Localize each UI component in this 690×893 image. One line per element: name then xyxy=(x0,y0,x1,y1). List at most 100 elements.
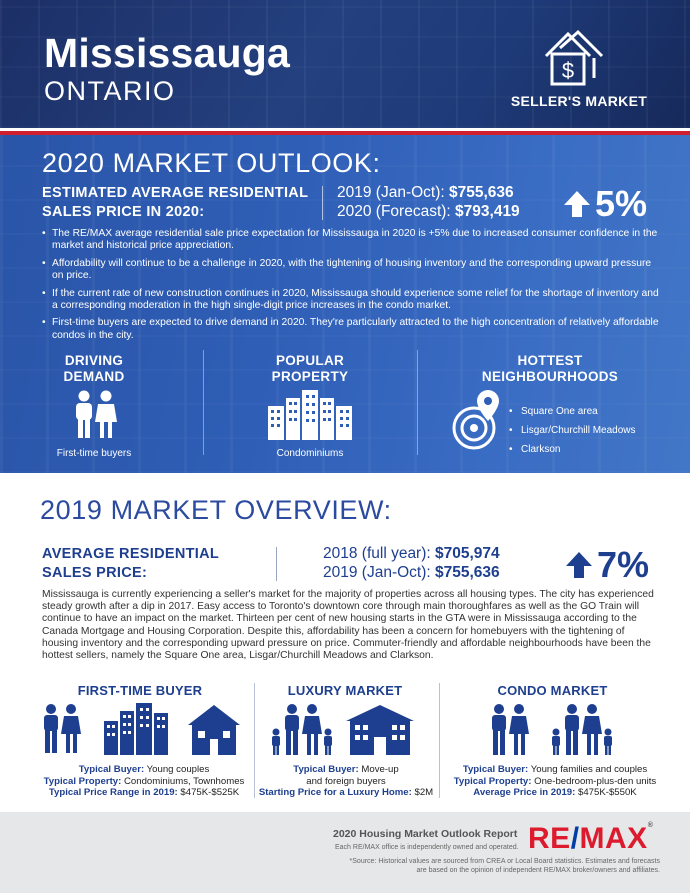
overview-price-2018-value: $705,974 xyxy=(435,545,500,562)
panel-divider xyxy=(203,350,204,455)
outlook-title: 2020 MARKET OUTLOOK: xyxy=(42,148,381,178)
lux-typical-buyer-label: Typical Buyer: xyxy=(293,764,359,775)
luxury-market-title: LUXURY MARKET xyxy=(287,683,403,698)
outlook-price-2020: 2020 (Forecast): $793,419 xyxy=(337,203,520,221)
condo-market-title: CONDO MARKET xyxy=(497,683,608,698)
luxury-market-icons xyxy=(272,704,414,755)
remax-logo-re: RE xyxy=(528,822,571,855)
popular-property-title-line1: POPULAR xyxy=(275,353,345,368)
ftb-typical-property-value: Condominiums, Townhomes xyxy=(124,775,245,787)
condo-buildings-icon xyxy=(268,390,352,440)
condo-typical-buyer-label: Typical Buyer: xyxy=(462,764,529,775)
popular-property-panel: POPULAR PROPERTY xyxy=(256,353,364,385)
luxury-market-info: Typical Buyer: Move-up and foreign buyer… xyxy=(250,764,442,799)
header-banner: Mississauga ONTARIO $ SELLER'S MARKET xyxy=(0,0,690,128)
source-note: *Source: Historical values are sourced f… xyxy=(335,857,660,875)
popular-property-title: POPULAR PROPERTY xyxy=(256,353,364,385)
condo-market-info: Typical Buyer: Young families and couple… xyxy=(446,764,664,799)
family-icon xyxy=(272,704,332,755)
outlook-price-2020-value: $793,419 xyxy=(455,203,520,220)
remax-logo-max: MAX xyxy=(579,822,648,855)
overview-title: 2019 MARKET OVERVIEW: xyxy=(40,495,392,525)
first-time-buyer-icons xyxy=(44,703,240,755)
outlook-bullet: First-time buyers are expected to drive … xyxy=(42,317,660,342)
segment-divider xyxy=(439,683,440,798)
city-name: Mississauga xyxy=(44,30,291,76)
panel-divider xyxy=(417,350,418,455)
couple-icon xyxy=(492,704,529,755)
outlook-bullet: If the current rate of new construction … xyxy=(42,288,660,313)
outlook-divider xyxy=(322,186,323,220)
condo-typical-property-value: One-bedroom-plus-den units xyxy=(534,775,657,787)
hottest-title-line2: NEIGHBOURHOODS xyxy=(481,369,619,384)
outlook-price-2019-label: 2019 (Jan-Oct): xyxy=(337,184,445,201)
popular-property-title-line2: PROPERTY xyxy=(271,369,349,384)
outlook-price-2019-value: $755,636 xyxy=(449,184,514,201)
popular-property-caption: Condominiums xyxy=(276,448,344,459)
location-target-icon xyxy=(452,390,499,450)
hottest-title: HOTTEST NEIGHBOURHOODS xyxy=(470,353,630,385)
overview-price-2019-label: 2019 (Jan-Oct): xyxy=(323,564,431,581)
neighbourhood-item: Lisgar/Churchill Meadows xyxy=(509,425,636,436)
outlook-change-percent: 5% xyxy=(595,183,648,224)
overview-price-2018: 2018 (full year): $705,974 xyxy=(323,545,500,563)
house-dollar-icon: $ xyxy=(544,29,604,86)
outlook-bullet: The RE/MAX average residential sale pric… xyxy=(42,228,660,253)
lux-starting-price-label: Starting Price for a Luxury Home: xyxy=(258,787,412,798)
condo-buildings-icon xyxy=(104,703,168,755)
overview-price-2019: 2019 (Jan-Oct): $755,636 xyxy=(323,564,500,582)
ftb-typical-property-label: Typical Property: xyxy=(43,775,122,787)
svg-text:$: $ xyxy=(562,58,574,83)
condo-average-price-value: $475K-$550K xyxy=(578,787,637,798)
overview-divider xyxy=(276,547,277,581)
report-title: 2020 Housing Market Outlook Report xyxy=(333,828,518,840)
condo-market-icons xyxy=(492,704,612,755)
ftb-price-range-value: $475K-$525K xyxy=(180,787,240,798)
hottest-neighbourhood-list: Square One area Lisgar/Churchill Meadows… xyxy=(509,406,636,463)
condo-typical-buyer-value: Young families and couples xyxy=(530,764,648,775)
ftb-price-range-label: Typical Price Range in 2019: xyxy=(48,787,178,798)
market-type-label: SELLER'S MARKET xyxy=(510,93,648,109)
remax-logo-mark: ® xyxy=(647,822,654,829)
overview-price-label: AVERAGE RESIDENTIAL SALES PRICE: xyxy=(42,545,272,583)
driving-demand-title-line1: DRIVING xyxy=(64,353,124,368)
ftb-typical-buyer-value: Young couples xyxy=(146,764,210,775)
family-icon xyxy=(552,704,612,755)
driving-demand-title-line2: DEMAND xyxy=(63,369,125,384)
hottest-neighbourhoods-panel: HOTTEST NEIGHBOURHOODS xyxy=(470,353,630,385)
lux-typical-buyer-value: Move-up xyxy=(361,764,399,775)
outlook-label-line2: SALES PRICE IN 2020: xyxy=(42,204,205,220)
lux-starting-price-value: $2M xyxy=(414,787,434,798)
header-divider-white xyxy=(0,128,690,131)
neighbourhood-item: Square One area xyxy=(509,406,636,417)
outlook-bullet-list: The RE/MAX average residential sale pric… xyxy=(42,228,660,347)
overview-change-percent: 7% xyxy=(597,544,650,585)
condo-average-price-label: Average Price in 2019: xyxy=(473,787,576,798)
outlook-price-label: ESTIMATED AVERAGE RESIDENTIAL SALES PRIC… xyxy=(42,184,332,222)
overview-label-line1: AVERAGE RESIDENTIAL xyxy=(42,546,220,562)
ftb-typical-buyer-label: Typical Buyer: xyxy=(78,764,145,775)
outlook-price-2020-label: 2020 (Forecast): xyxy=(337,203,451,220)
remax-logo-slash: / xyxy=(570,822,580,855)
couple-icon xyxy=(44,704,81,753)
outlook-section: 2020 MARKET OUTLOOK: ESTIMATED AVERAGE R… xyxy=(0,135,690,473)
source-note-line1: *Source: Historical values are sourced f… xyxy=(349,858,660,865)
remax-logo: RE/MAX® xyxy=(528,822,653,856)
arrow-up-icon xyxy=(564,191,590,217)
first-time-buyer-title: FIRST-TIME BUYER xyxy=(77,683,203,698)
footer: 2020 Housing Market Outlook Report Each … xyxy=(0,812,690,893)
overview-price-2018-label: 2018 (full year): xyxy=(323,545,431,562)
overview-price-2019-value: $755,636 xyxy=(435,564,500,581)
driving-demand-panel: DRIVING DEMAND xyxy=(40,353,148,385)
neighbourhood-item: Clarkson xyxy=(509,444,636,455)
outlook-price-2019: 2019 (Jan-Oct): $755,636 xyxy=(337,184,514,202)
condo-typical-property-label: Typical Property: xyxy=(453,775,532,787)
driving-demand-title: DRIVING DEMAND xyxy=(40,353,148,385)
couple-icon xyxy=(76,390,117,438)
lux-typical-buyer-value-cont: and foreign buyers xyxy=(306,775,386,787)
townhome-icon xyxy=(188,705,240,755)
province-name: ONTARIO xyxy=(44,76,176,106)
driving-demand-caption: First-time buyers xyxy=(56,448,132,459)
outlook-label-line1: ESTIMATED AVERAGE RESIDENTIAL xyxy=(42,185,309,201)
independence-notice: Each RE/MAX office is independently owne… xyxy=(335,844,519,851)
